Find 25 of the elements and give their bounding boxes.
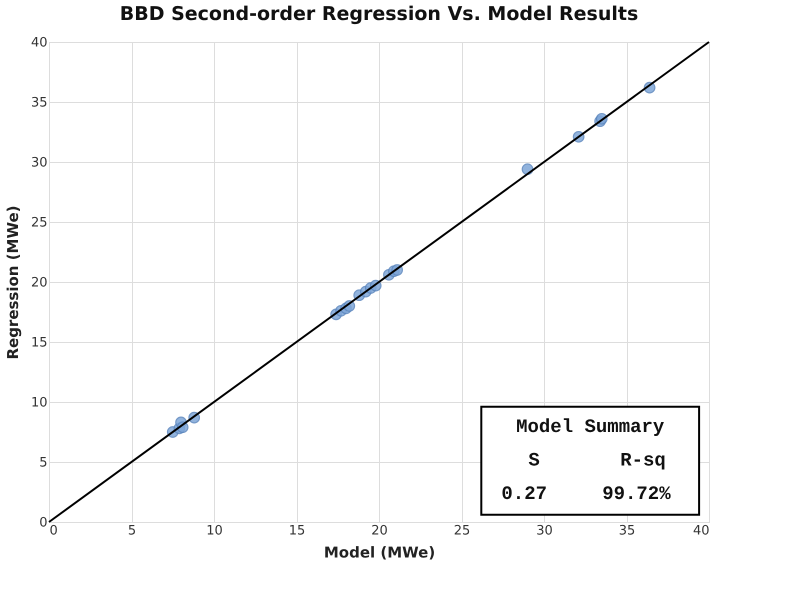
x-tick-label: 35 bbox=[618, 524, 636, 538]
x-tick-label: 15 bbox=[288, 524, 306, 538]
y-tick-label: 25 bbox=[30, 216, 48, 230]
x-tick-label: 5 bbox=[128, 524, 136, 538]
x-tick-label: 25 bbox=[454, 524, 470, 538]
y-tick-label: 30 bbox=[30, 156, 48, 170]
annotation: 99.72% bbox=[602, 483, 672, 506]
y-tick-label: 35 bbox=[30, 96, 48, 110]
x-axis-title: Model (MWe) bbox=[324, 544, 436, 562]
annotation: 0.27 bbox=[501, 483, 548, 506]
y-axis-title: Regression (MWe) bbox=[4, 205, 22, 360]
y-tick-label: 15 bbox=[30, 336, 48, 350]
x-tick-label: 20 bbox=[371, 524, 388, 538]
x-tick-label: 10 bbox=[206, 524, 223, 538]
y-tick-label: 20 bbox=[30, 276, 48, 290]
y-tick-label: 40 bbox=[30, 36, 48, 50]
annotation: R-sq bbox=[620, 450, 666, 472]
chart-title: BBD Second-order Regression Vs. Model Results bbox=[120, 3, 638, 25]
y-tick-label: 5 bbox=[39, 456, 48, 470]
annotation: S bbox=[528, 450, 540, 472]
annotation: Model Summary bbox=[516, 416, 665, 438]
y-tick-label: 10 bbox=[30, 396, 48, 410]
x-tick-label: 0 bbox=[50, 524, 58, 538]
x-tick-label: 40 bbox=[692, 524, 710, 538]
x-tick-label: 30 bbox=[536, 524, 553, 538]
